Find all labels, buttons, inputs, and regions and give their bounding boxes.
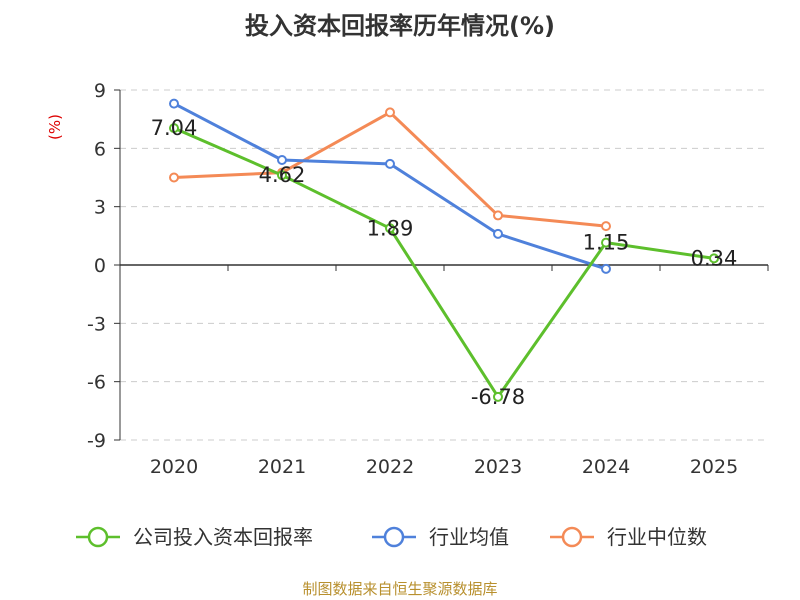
data-point bbox=[493, 228, 503, 239]
y-tick-label: -9 bbox=[87, 430, 106, 452]
data-point bbox=[169, 123, 179, 134]
data-source-note: 制图数据来自恒生聚源数据库 bbox=[302, 580, 498, 598]
data-point bbox=[601, 263, 611, 274]
data-point bbox=[601, 237, 611, 248]
y-axis-label: (%) bbox=[46, 114, 64, 140]
data-point bbox=[493, 391, 503, 402]
data-label: 4.62 bbox=[259, 163, 306, 187]
data-point bbox=[709, 253, 719, 264]
y-tick-label: 9 bbox=[94, 80, 106, 102]
data-point bbox=[277, 170, 287, 181]
series-line bbox=[173, 110, 607, 228]
chart-title: 投入资本回报率历年情况(%) bbox=[245, 12, 555, 40]
legend-marker bbox=[383, 526, 405, 548]
legend-label: 行业中位数 bbox=[607, 525, 707, 549]
data-label: 0.34 bbox=[691, 246, 738, 270]
legend-marker bbox=[561, 526, 583, 548]
data-point bbox=[169, 98, 179, 109]
x-tick-label: 2023 bbox=[474, 456, 522, 478]
series-line bbox=[173, 126, 715, 399]
x-tick-label: 2025 bbox=[690, 456, 738, 478]
y-tick-label: -6 bbox=[87, 372, 106, 394]
data-point bbox=[385, 107, 395, 118]
data-point bbox=[169, 172, 179, 183]
legend-marker bbox=[87, 526, 109, 548]
y-tick-label: 0 bbox=[94, 255, 106, 277]
x-tick-label: 2022 bbox=[366, 456, 414, 478]
series-line bbox=[173, 102, 607, 271]
legend-label: 行业均值 bbox=[429, 525, 509, 549]
x-tick-label: 2021 bbox=[258, 456, 306, 478]
x-tick-label: 2024 bbox=[582, 456, 630, 478]
data-point bbox=[493, 210, 503, 221]
data-point bbox=[385, 158, 395, 169]
y-tick-label: 6 bbox=[94, 138, 106, 160]
data-point bbox=[385, 223, 395, 234]
y-tick-label: -3 bbox=[87, 313, 106, 335]
data-point bbox=[601, 221, 611, 232]
legend-label: 公司投入资本回报率 bbox=[133, 525, 313, 549]
y-tick-label: 3 bbox=[94, 197, 106, 219]
x-tick-label: 2020 bbox=[150, 456, 198, 478]
data-label: 1.89 bbox=[367, 216, 414, 240]
data-label: -6.78 bbox=[471, 385, 525, 409]
data-point bbox=[277, 155, 287, 165]
data-label: 7.04 bbox=[151, 116, 198, 140]
data-label: 1.15 bbox=[583, 231, 630, 255]
